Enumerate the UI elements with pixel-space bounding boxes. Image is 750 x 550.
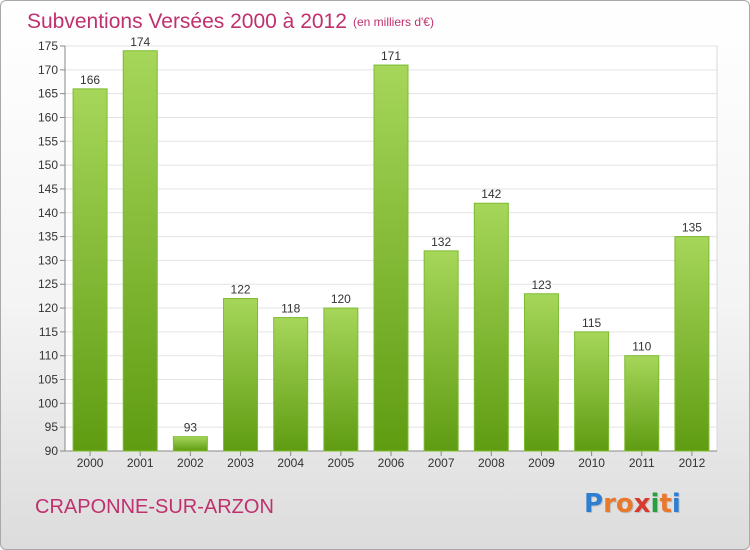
y-tick-label: 95 (45, 420, 59, 434)
x-tick-label: 2002 (177, 456, 204, 470)
axes: 90 95 100 105 110 115 120 125 130 135 140 145 150 155… (38, 39, 717, 470)
commune-name: CRAPONNE-SUR-ARZON (35, 496, 274, 518)
x-tick-label: 2010 (578, 456, 605, 470)
x-tick-label: 2001 (127, 456, 154, 470)
y-tick-label: 160 (38, 110, 58, 124)
bar-2002 (172, 436, 208, 452)
logo-letter: i (671, 489, 681, 519)
x-tick-label: 2003 (227, 456, 254, 470)
y-tick-label: 90 (45, 444, 59, 458)
proxiti-logo: Proxiti (584, 489, 681, 519)
y-tick-label: 120 (38, 301, 58, 315)
chart-title: Subventions Versées 2000 à 2012 (27, 10, 347, 33)
y-tick-label: 170 (38, 63, 58, 77)
data-label: 120 (331, 292, 351, 306)
logo-letter: P (584, 489, 604, 519)
y-tick-label: 115 (39, 325, 58, 339)
bar-2004 (273, 317, 309, 452)
data-label: 171 (381, 49, 401, 63)
bar-2011 (624, 355, 660, 452)
bar-2003 (223, 298, 259, 452)
bar-2000 (72, 88, 108, 452)
bar-2001 (122, 50, 158, 452)
data-labels: 166 174 93 122 118 120 171 132 142 123 115 110 135 (80, 35, 702, 435)
logo-letter: r (603, 489, 616, 519)
bar-2008 (473, 202, 509, 452)
x-tick-label: 2008 (478, 456, 505, 470)
logo-letter: i (650, 489, 660, 519)
x-tick-label: 2005 (327, 456, 354, 470)
bars (72, 50, 710, 452)
x-tick-label: 2012 (679, 456, 706, 470)
data-label: 93 (184, 421, 198, 435)
chart-subtitle: (en milliers d'€) (353, 15, 434, 29)
x-tick-label: 2004 (277, 456, 304, 470)
data-label: 135 (682, 221, 702, 235)
y-tick-label: 100 (38, 396, 58, 410)
data-label: 118 (281, 302, 300, 316)
data-label: 142 (481, 187, 501, 201)
logo-letter: o (615, 489, 634, 519)
logo-letter: t (659, 489, 672, 519)
data-label: 132 (431, 235, 451, 249)
x-tick-label: 2007 (428, 456, 455, 470)
y-tick-label: 150 (38, 158, 58, 172)
data-label: 123 (531, 278, 551, 292)
y-tick-label: 105 (38, 373, 58, 387)
bar-2005 (323, 307, 359, 452)
x-tick-label: 2000 (77, 456, 104, 470)
bar-2009 (523, 293, 559, 452)
y-tick-label: 140 (38, 206, 58, 220)
data-label: 115 (582, 316, 601, 330)
y-tick-label: 135 (38, 230, 58, 244)
bar-2012 (674, 236, 710, 452)
data-label: 174 (130, 35, 150, 49)
x-tick-label: 2009 (528, 456, 555, 470)
y-tick-label: 130 (38, 253, 58, 267)
bar-2006 (373, 64, 409, 452)
y-tick-label: 155 (38, 134, 58, 148)
y-tick-label: 125 (38, 277, 58, 291)
y-tick-label: 145 (38, 182, 58, 196)
data-label: 166 (80, 73, 100, 87)
logo-letter: x (633, 489, 651, 519)
bar-2007 (423, 250, 459, 452)
bar-2010 (574, 331, 610, 452)
data-label: 110 (632, 340, 651, 354)
y-tick-label: 175 (38, 39, 58, 53)
y-tick-label: 165 (38, 87, 58, 101)
x-tick-label: 2006 (378, 456, 405, 470)
y-tick-label: 110 (39, 349, 58, 363)
x-tick-label: 2011 (629, 456, 655, 470)
data-label: 122 (231, 283, 251, 297)
